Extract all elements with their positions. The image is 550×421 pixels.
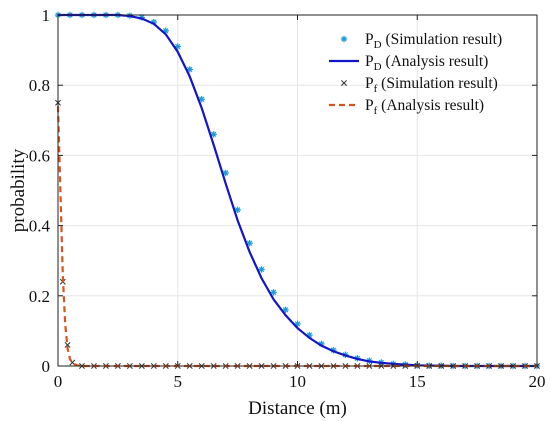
data-point [270,289,277,296]
legend-item: PD (Analysis result) [329,53,488,73]
legend-item: Pf (Analysis result) [329,97,484,117]
legend-label: PD (Analysis result) [365,53,488,73]
data-point [258,266,265,273]
data-point [198,96,205,103]
x-tick-label: 0 [54,372,63,391]
legend-item: Pf (Simulation result) [341,75,498,95]
legend-label: PD (Simulation result) [365,31,502,51]
data-point [246,239,253,247]
y-tick-label: 1 [42,6,51,25]
legend-marker [340,35,348,43]
axis-ticks: 0 5 10 15 20 0 0.2 0.4 0.6 0.8 1 [29,6,546,391]
y-tick-label: 0.8 [29,76,50,95]
data-point [282,306,289,314]
x-tick-label: 5 [174,372,183,391]
legend-label: Pf (Analysis result) [365,97,484,117]
legend-marker [341,80,347,86]
legend: PD (Simulation result)PD (Analysis resul… [329,31,502,117]
data-point [64,341,71,348]
x-axis-label: Distance (m) [248,398,347,419]
data-point [174,43,181,50]
y-tick-label: 0 [42,357,51,376]
y-tick-label: 0.2 [29,287,50,306]
legend-item: PD (Simulation result) [340,31,502,51]
x-tick-label: 15 [409,372,426,391]
x-tick-label: 10 [289,372,306,391]
y-tick-label: 0.6 [29,146,50,165]
legend-label: Pf (Simulation result) [365,75,498,95]
y-tick-label: 0.4 [29,217,51,236]
data-point [210,131,217,138]
data-point [234,206,241,214]
y-axis-label: probability [8,148,29,232]
x-tick-label: 20 [529,372,546,391]
